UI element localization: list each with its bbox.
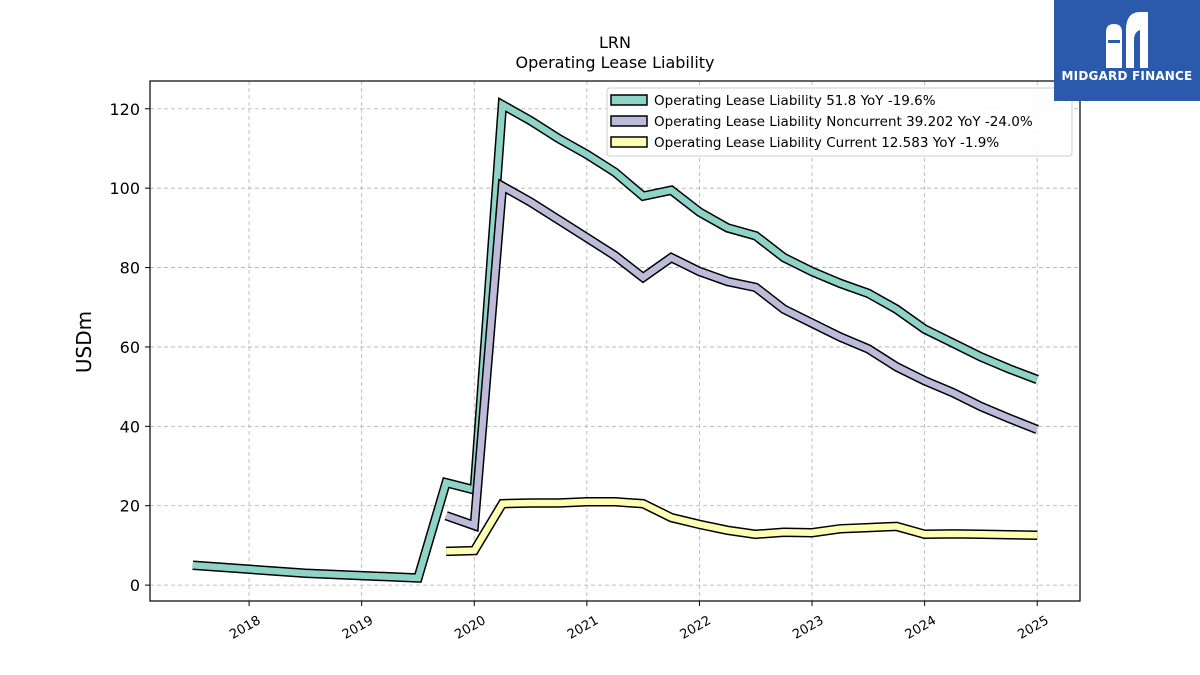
legend-box (606, 87, 1073, 157)
legend: Operating Lease Liability 51.8 YoY -19.6… (606, 87, 1073, 157)
legend-swatch (610, 115, 648, 127)
x-tick-label: 2022 (678, 613, 714, 643)
chart-title: LRN (599, 33, 631, 52)
plot-frame (149, 80, 1081, 602)
x-tick-label: 2023 (790, 613, 826, 643)
y-tick-label: 20 (120, 497, 140, 516)
logo-text: MIDGARD FINANCE (1061, 69, 1193, 83)
x-tick-label: 2019 (340, 613, 376, 643)
series-outline-1 (444, 178, 1039, 533)
logo-mark-icon (1106, 12, 1148, 68)
y-tick-label: 0 (130, 576, 140, 595)
series-line-1 (445, 180, 1039, 531)
x-tick-label: 2024 (903, 613, 939, 643)
chart-subtitle: Operating Lease Liability (515, 53, 714, 72)
legend-label: Operating Lease Liability 51.8 YoY -19.6… (654, 93, 936, 109)
y-tick-label: 120 (109, 100, 140, 119)
brand-logo: MIDGARD FINANCE (1054, 0, 1200, 101)
y-tick-label: 40 (120, 417, 140, 436)
x-tick-label: 2021 (565, 613, 601, 643)
series-line-0 (192, 99, 1039, 582)
x-tick-label: 2020 (452, 613, 488, 643)
y-tick-label: 100 (109, 179, 140, 198)
series-outline-2 (445, 497, 1038, 557)
y-axis-label: USDm (72, 311, 96, 373)
y-tick-label: 60 (120, 338, 140, 357)
x-tick-label: 2025 (1015, 613, 1051, 643)
series-line-2 (446, 498, 1038, 555)
legend-swatch (610, 94, 648, 106)
legend-label: Operating Lease Liability Noncurrent 39.… (654, 114, 1033, 130)
series-layer (192, 96, 1039, 583)
legend-swatch (610, 136, 648, 148)
y-tick-label: 80 (120, 259, 140, 278)
x-tick-label: 2018 (227, 613, 263, 643)
legend-label: Operating Lease Liability Current 12.583… (654, 135, 999, 151)
